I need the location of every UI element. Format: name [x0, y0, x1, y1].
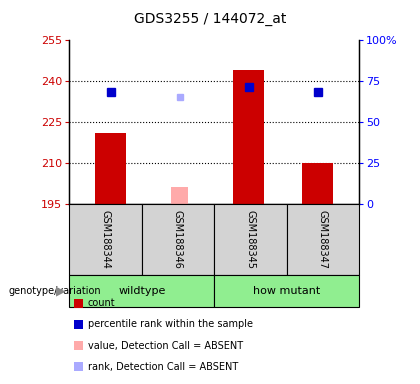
Text: how mutant: how mutant: [253, 286, 320, 296]
Text: GSM188344: GSM188344: [100, 210, 110, 268]
Text: genotype/variation: genotype/variation: [8, 286, 101, 296]
Text: ▶: ▶: [55, 285, 65, 297]
Text: rank, Detection Call = ABSENT: rank, Detection Call = ABSENT: [88, 362, 238, 372]
Bar: [302, 163, 333, 204]
Text: GDS3255 / 144072_at: GDS3255 / 144072_at: [134, 12, 286, 25]
Text: GSM188345: GSM188345: [245, 210, 255, 268]
Bar: [171, 187, 188, 204]
Text: count: count: [88, 298, 116, 308]
Text: wildtype: wildtype: [118, 286, 165, 296]
Text: GSM188347: GSM188347: [318, 210, 328, 268]
Bar: [233, 70, 264, 204]
Text: GSM188346: GSM188346: [173, 210, 183, 268]
Bar: [95, 133, 126, 204]
Text: percentile rank within the sample: percentile rank within the sample: [88, 319, 253, 329]
Text: value, Detection Call = ABSENT: value, Detection Call = ABSENT: [88, 341, 243, 351]
